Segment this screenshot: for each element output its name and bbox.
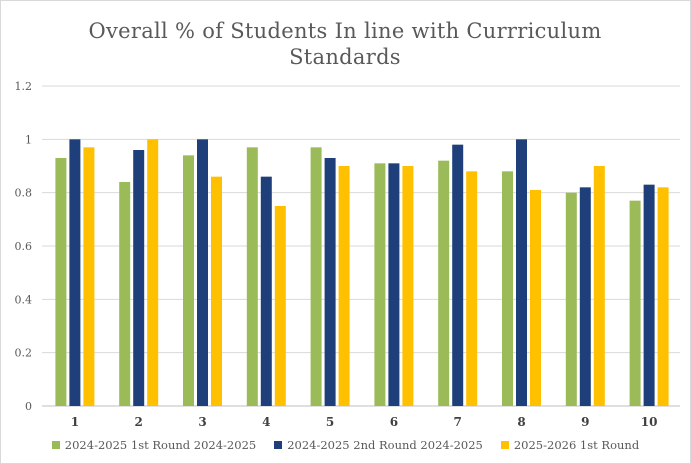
y-tick-label: 1 xyxy=(25,133,32,146)
bar-series-2-cat-10 xyxy=(643,184,655,406)
legend-label: 2025-2026 1st Round xyxy=(513,438,640,452)
bar-series-1-cat-3 xyxy=(183,155,194,406)
x-category-label: 10 xyxy=(641,415,658,429)
bar-series-1-cat-5 xyxy=(310,147,322,407)
chart-legend: 2024-2025 1st Round 2024-2025 2024-2025 2… xyxy=(0,438,691,452)
x-category-label: 4 xyxy=(262,415,270,429)
y-tick-label: 0.6 xyxy=(15,240,33,253)
bar-series-2-cat-2 xyxy=(133,150,145,406)
x-category-label: 8 xyxy=(517,415,525,429)
bar-series-3-cat-7 xyxy=(466,171,478,406)
chart-title: Overall % of Students In line with Currr… xyxy=(88,19,602,69)
bar-series-1-cat-4 xyxy=(246,147,258,407)
bar-series-1-cat-10 xyxy=(629,200,641,406)
bar-series-2-cat-6 xyxy=(388,163,400,406)
y-tick-label: 0.2 xyxy=(15,347,33,360)
bar-series-2-cat-8 xyxy=(516,139,527,407)
bar-series-1-cat-9 xyxy=(565,192,577,406)
y-tick-label: 1.2 xyxy=(15,80,33,93)
legend-label: 2024-2025 2nd Round 2024-2025 xyxy=(287,438,483,452)
bar-series-2-cat-3 xyxy=(197,139,208,407)
bar-series-1-cat-2 xyxy=(119,182,131,406)
bar-series-1-cat-1 xyxy=(55,158,67,406)
bar-series-2-cat-5 xyxy=(324,158,336,406)
bar-series-1-cat-7 xyxy=(438,160,450,406)
bar-series-2-cat-1 xyxy=(69,139,81,407)
bar-series-3-cat-3 xyxy=(211,176,222,406)
legend-label: 2024-2025 1st Round 2024-2025 xyxy=(64,438,257,452)
x-category-label: 5 xyxy=(326,415,334,429)
bar-series-3-cat-8 xyxy=(530,190,541,406)
bar-series-3-cat-4 xyxy=(274,206,286,406)
x-category-label: 3 xyxy=(198,415,206,429)
bar-series-1-cat-6 xyxy=(374,163,386,406)
bar-series-3-cat-6 xyxy=(402,166,414,406)
y-tick-label: 0 xyxy=(25,400,32,413)
bar-series-3-cat-2 xyxy=(147,139,159,407)
y-tick-label: 0.4 xyxy=(15,293,33,306)
legend-swatch xyxy=(274,441,283,449)
bar-series-2-cat-7 xyxy=(452,144,464,406)
legend-swatch xyxy=(500,441,509,449)
bar-series-3-cat-5 xyxy=(338,166,350,406)
x-category-label: 7 xyxy=(454,415,462,429)
bar-series-2-cat-9 xyxy=(579,187,591,406)
x-category-label: 1 xyxy=(71,415,79,429)
bar-series-2-cat-4 xyxy=(260,176,272,406)
x-category-label: 2 xyxy=(135,415,143,429)
bar-series-1-cat-8 xyxy=(502,171,513,406)
bar-series-3-cat-9 xyxy=(593,166,605,406)
x-category-label: 9 xyxy=(581,415,589,429)
bar-series-3-cat-10 xyxy=(657,187,669,406)
legend-item-2: 2024-2025 2nd Round 2024-2025 xyxy=(274,438,483,452)
y-tick-label: 0.8 xyxy=(15,187,33,200)
legend-item-3: 2025-2026 1st Round xyxy=(500,438,640,452)
legend-swatch xyxy=(51,441,60,449)
bar-series-3-cat-1 xyxy=(83,147,95,407)
legend-item-1: 2024-2025 1st Round 2024-2025 xyxy=(51,438,257,452)
x-category-label: 6 xyxy=(390,415,398,429)
